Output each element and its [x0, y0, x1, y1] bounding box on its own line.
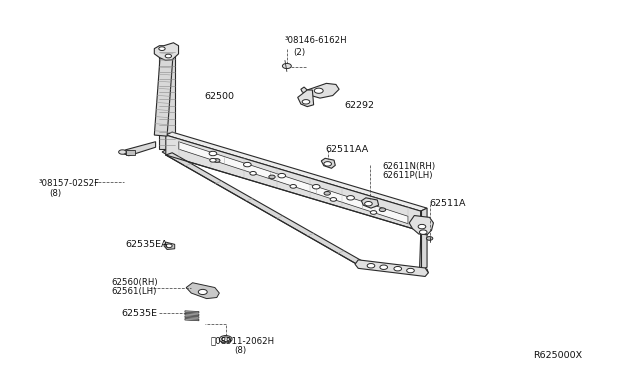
Polygon shape — [154, 43, 179, 61]
Polygon shape — [364, 262, 428, 273]
Polygon shape — [121, 142, 156, 156]
Circle shape — [210, 158, 216, 162]
Circle shape — [214, 159, 220, 162]
Circle shape — [220, 336, 232, 343]
Polygon shape — [125, 150, 135, 155]
Polygon shape — [362, 198, 379, 208]
Circle shape — [198, 289, 207, 295]
Polygon shape — [355, 260, 428, 276]
Polygon shape — [179, 142, 408, 224]
Circle shape — [330, 198, 337, 201]
Circle shape — [380, 208, 386, 212]
Polygon shape — [420, 208, 427, 270]
Text: 62561(LH): 62561(LH) — [111, 287, 156, 296]
Polygon shape — [301, 83, 339, 98]
Circle shape — [314, 88, 323, 93]
Text: R625000X: R625000X — [534, 350, 582, 360]
Circle shape — [282, 63, 291, 68]
Polygon shape — [321, 158, 335, 168]
Circle shape — [250, 171, 256, 175]
Text: 62535E: 62535E — [121, 309, 157, 318]
Circle shape — [118, 150, 126, 154]
Text: 62500: 62500 — [204, 92, 234, 101]
Text: ³08157-02S2F: ³08157-02S2F — [38, 179, 99, 187]
Polygon shape — [186, 283, 220, 299]
Circle shape — [426, 237, 433, 240]
Circle shape — [324, 192, 330, 195]
Polygon shape — [159, 49, 175, 149]
Circle shape — [380, 265, 388, 269]
Polygon shape — [409, 215, 433, 235]
Polygon shape — [185, 318, 199, 321]
Polygon shape — [419, 211, 420, 270]
Circle shape — [406, 268, 414, 273]
Circle shape — [165, 54, 172, 58]
Circle shape — [418, 224, 426, 229]
Polygon shape — [154, 49, 173, 136]
Text: 62511AA: 62511AA — [325, 145, 369, 154]
Text: ³08146-6162H: ³08146-6162H — [285, 36, 348, 45]
Polygon shape — [166, 153, 364, 264]
Text: 62535EA: 62535EA — [125, 240, 168, 249]
Polygon shape — [166, 132, 427, 211]
Circle shape — [166, 244, 172, 248]
Text: 62292: 62292 — [344, 101, 374, 110]
Circle shape — [371, 211, 377, 214]
Text: (2): (2) — [293, 48, 305, 57]
Text: (8): (8) — [49, 189, 61, 198]
Circle shape — [302, 100, 310, 104]
Circle shape — [290, 185, 296, 188]
Circle shape — [347, 196, 355, 200]
Circle shape — [159, 47, 165, 51]
Polygon shape — [185, 316, 199, 318]
Text: 62560(RH): 62560(RH) — [111, 278, 157, 287]
Circle shape — [394, 266, 401, 271]
Circle shape — [312, 185, 320, 189]
Circle shape — [209, 151, 217, 156]
Circle shape — [244, 162, 251, 167]
Circle shape — [269, 175, 275, 179]
Circle shape — [367, 263, 375, 268]
Polygon shape — [185, 311, 199, 313]
Polygon shape — [162, 146, 198, 167]
Text: (8): (8) — [234, 346, 246, 355]
Polygon shape — [164, 242, 175, 250]
Circle shape — [324, 161, 332, 166]
Circle shape — [222, 337, 230, 341]
Circle shape — [278, 173, 285, 178]
Text: ⓝ08911-2062H: ⓝ08911-2062H — [211, 336, 275, 345]
Circle shape — [365, 202, 372, 206]
Text: 62511A: 62511A — [429, 199, 466, 208]
Text: 62611P(LH): 62611P(LH) — [383, 171, 433, 180]
Polygon shape — [298, 90, 314, 107]
Text: 62611N(RH): 62611N(RH) — [383, 162, 436, 171]
Polygon shape — [166, 135, 420, 231]
Polygon shape — [185, 313, 199, 315]
Circle shape — [419, 230, 427, 234]
